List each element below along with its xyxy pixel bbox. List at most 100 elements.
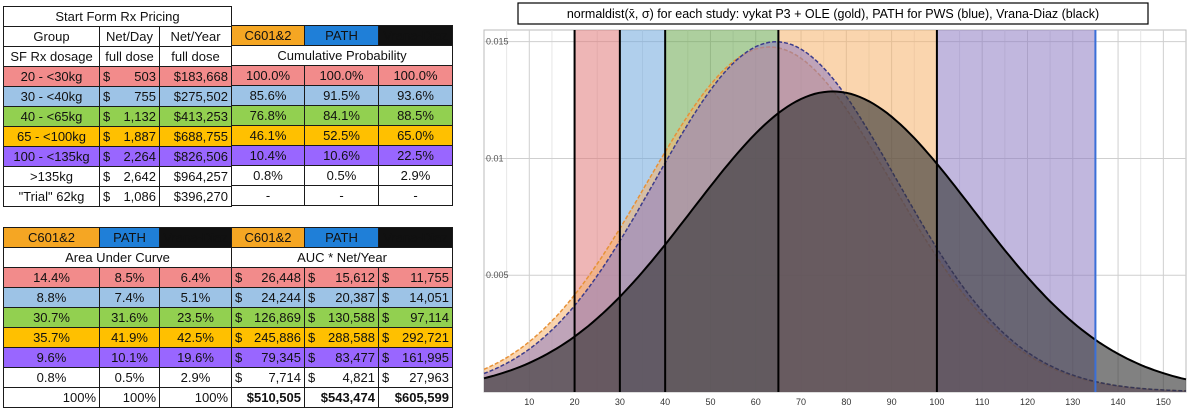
net-cell: $288,588 bbox=[304, 327, 379, 348]
x-tick-label: 70 bbox=[796, 397, 806, 407]
auc_table-cell: 19.6% bbox=[159, 347, 232, 368]
y-tick-label: 0.015 bbox=[486, 37, 509, 47]
pricing-subheader-row: SF Rx dosage full dose full dose bbox=[3, 46, 232, 67]
auc_table-cell: 14.4% bbox=[3, 267, 100, 288]
auc_table-cell: 100% bbox=[159, 387, 232, 408]
money-wrap: $503 bbox=[103, 68, 156, 85]
currency-symbol: $ bbox=[103, 89, 111, 104]
cumulative_table-row: 85.6% 91.5% 93.6% bbox=[231, 85, 453, 106]
auc_table-row: 100% 100% 100% bbox=[3, 387, 232, 408]
net-cell: $4,821 bbox=[304, 367, 379, 388]
currency-symbol: $ bbox=[308, 370, 316, 385]
x-tick-label: 10 bbox=[524, 397, 534, 407]
net-cell: $245,886 bbox=[231, 327, 305, 348]
pricing-net-day: $1,086 bbox=[99, 186, 160, 207]
auc_table-cell: 31.6% bbox=[99, 307, 160, 328]
money-wrap: $26,448 bbox=[235, 269, 301, 286]
auc_table-row: 35.7% 41.9% 42.5% bbox=[3, 327, 232, 348]
net-body: $26,448 $15,612 $11,755 $24,244 $20,387 $14,0… bbox=[231, 267, 453, 408]
auc_table-cell: 9.6% bbox=[3, 347, 100, 368]
cumulative_table-cell: 2.9% bbox=[378, 165, 453, 186]
auc_table-cell: 8.8% bbox=[3, 287, 100, 308]
pricing-group: 100 - <135kg bbox=[3, 146, 100, 167]
header-group: Group bbox=[3, 26, 100, 47]
cumulative_table-cell: 100.0% bbox=[304, 65, 379, 86]
chart-title-box bbox=[517, 2, 1149, 25]
cumulative_table-row: 10.4% 10.6% 22.5% bbox=[231, 145, 453, 166]
money-wrap: $11,755 bbox=[382, 269, 449, 286]
money-wrap: $15,612 bbox=[308, 269, 375, 286]
net-row: $26,448 $15,612 $11,755 bbox=[231, 267, 453, 288]
series-line bbox=[483, 90, 1187, 381]
auc_table-cell: 100% bbox=[3, 387, 100, 408]
money-wrap: $2,642 bbox=[103, 168, 156, 185]
auc_table-row: 8.8% 7.4% 5.1% bbox=[3, 287, 232, 308]
auc_table-cell: 42.5% bbox=[159, 327, 232, 348]
auc_table-cell: 7.4% bbox=[99, 287, 160, 308]
y-tick-label: 0.01 bbox=[486, 153, 504, 163]
net-row: $24,244 $20,387 $14,051 bbox=[231, 287, 453, 308]
currency-symbol: $ bbox=[235, 330, 243, 345]
net-value: 15,612 bbox=[335, 270, 375, 285]
auc_table-row: 14.4% 8.5% 6.4% bbox=[3, 267, 232, 288]
x-tick-label: 150 bbox=[1156, 397, 1171, 407]
x-tick-label: 130 bbox=[1065, 397, 1080, 407]
auc_table-cell: 6.4% bbox=[159, 267, 232, 288]
pricing-row: 40 - <65kg $1,132 $413,253 bbox=[3, 106, 232, 127]
auc-header-path: PATH bbox=[99, 227, 160, 248]
cumulative_table-cell: 46.1% bbox=[231, 125, 305, 146]
money-wrap: $126,869 bbox=[235, 309, 301, 326]
x-tick-label: 80 bbox=[841, 397, 851, 407]
auc_table-cell: 100% bbox=[99, 387, 160, 408]
cumulative_table-cell: 88.5% bbox=[378, 105, 453, 126]
money-wrap: $1,086 bbox=[103, 188, 156, 205]
pricing-net-day: $1,132 bbox=[99, 106, 160, 127]
cumulative-header-row: C601&2 PATH Vrana-Diaz bbox=[231, 25, 453, 46]
auc_table-cell: 0.8% bbox=[3, 367, 100, 388]
net-title: AUC * Net/Year bbox=[231, 247, 453, 268]
net-day-value: 2,642 bbox=[123, 169, 156, 184]
subheader-dosage: SF Rx dosage bbox=[3, 46, 100, 67]
net-cell: $26,448 bbox=[231, 267, 305, 288]
net-header-vrana: Vrana-Diaz bbox=[378, 227, 453, 248]
pricing-table: Start Form Rx Pricing Group Net/Day Net/… bbox=[3, 6, 232, 207]
net-value: 79,345 bbox=[261, 350, 301, 365]
net-day-value: 755 bbox=[134, 89, 156, 104]
currency-symbol: $ bbox=[103, 169, 111, 184]
currency-symbol: $ bbox=[308, 350, 316, 365]
pricing-net-day: $755 bbox=[99, 86, 160, 107]
pricing-net-year: $964,257 bbox=[159, 166, 232, 187]
pricing-net-day: $2,642 bbox=[99, 166, 160, 187]
pricing-net-day: $1,887 bbox=[99, 126, 160, 147]
pricing-row: 30 - <40kg $755 $275,502 bbox=[3, 86, 232, 107]
auc-table: C601&2 PATH Vrana-Diaz Area Under Curve … bbox=[3, 227, 232, 408]
money-wrap: $97,114 bbox=[382, 309, 449, 326]
cumulative_table-cell: 10.6% bbox=[304, 145, 379, 166]
currency-symbol: $ bbox=[382, 270, 390, 285]
pricing-row: >135kg $2,642 $964,257 bbox=[3, 166, 232, 187]
x-tick-label: 90 bbox=[887, 397, 897, 407]
pricing-row: 20 - <30kg $503 $183,668 bbox=[3, 66, 232, 87]
pricing-net-year: $183,668 bbox=[159, 66, 232, 87]
net-row: $79,345 $83,477 $161,995 bbox=[231, 347, 453, 368]
cumulative_table-cell: 93.6% bbox=[378, 85, 453, 106]
cumulative_table-cell: 0.8% bbox=[231, 165, 305, 186]
currency-symbol: $ bbox=[382, 310, 390, 325]
pricing-net-year: $688,755 bbox=[159, 126, 232, 147]
cumulative_table-cell: 100.0% bbox=[231, 65, 305, 86]
currency-symbol: $ bbox=[308, 270, 316, 285]
money-wrap: $755 bbox=[103, 88, 156, 105]
pricing-group: "Trial" 62kg bbox=[3, 186, 100, 207]
net-value: 288,588 bbox=[328, 330, 375, 345]
net-value: 14,051 bbox=[409, 290, 449, 305]
pricing-group: 65 - <100kg bbox=[3, 126, 100, 147]
header-net-year: Net/Year bbox=[159, 26, 232, 47]
pricing-row: 65 - <100kg $1,887 $688,755 bbox=[3, 126, 232, 147]
auc_table-cell: 5.1% bbox=[159, 287, 232, 308]
pricing-header-row: Group Net/Day Net/Year bbox=[3, 26, 232, 47]
cumulative-body: 100.0% 100.0% 100.0% 85.6% 91.5% 93.6% 76.8% 84… bbox=[231, 65, 453, 206]
net-day-value: 1,086 bbox=[123, 189, 156, 204]
net-total-row: $510,505 $543,474 $605,599 bbox=[231, 387, 453, 408]
net-cell: $126,869 bbox=[231, 307, 305, 328]
cumulative_table-cell: 0.5% bbox=[304, 165, 379, 186]
